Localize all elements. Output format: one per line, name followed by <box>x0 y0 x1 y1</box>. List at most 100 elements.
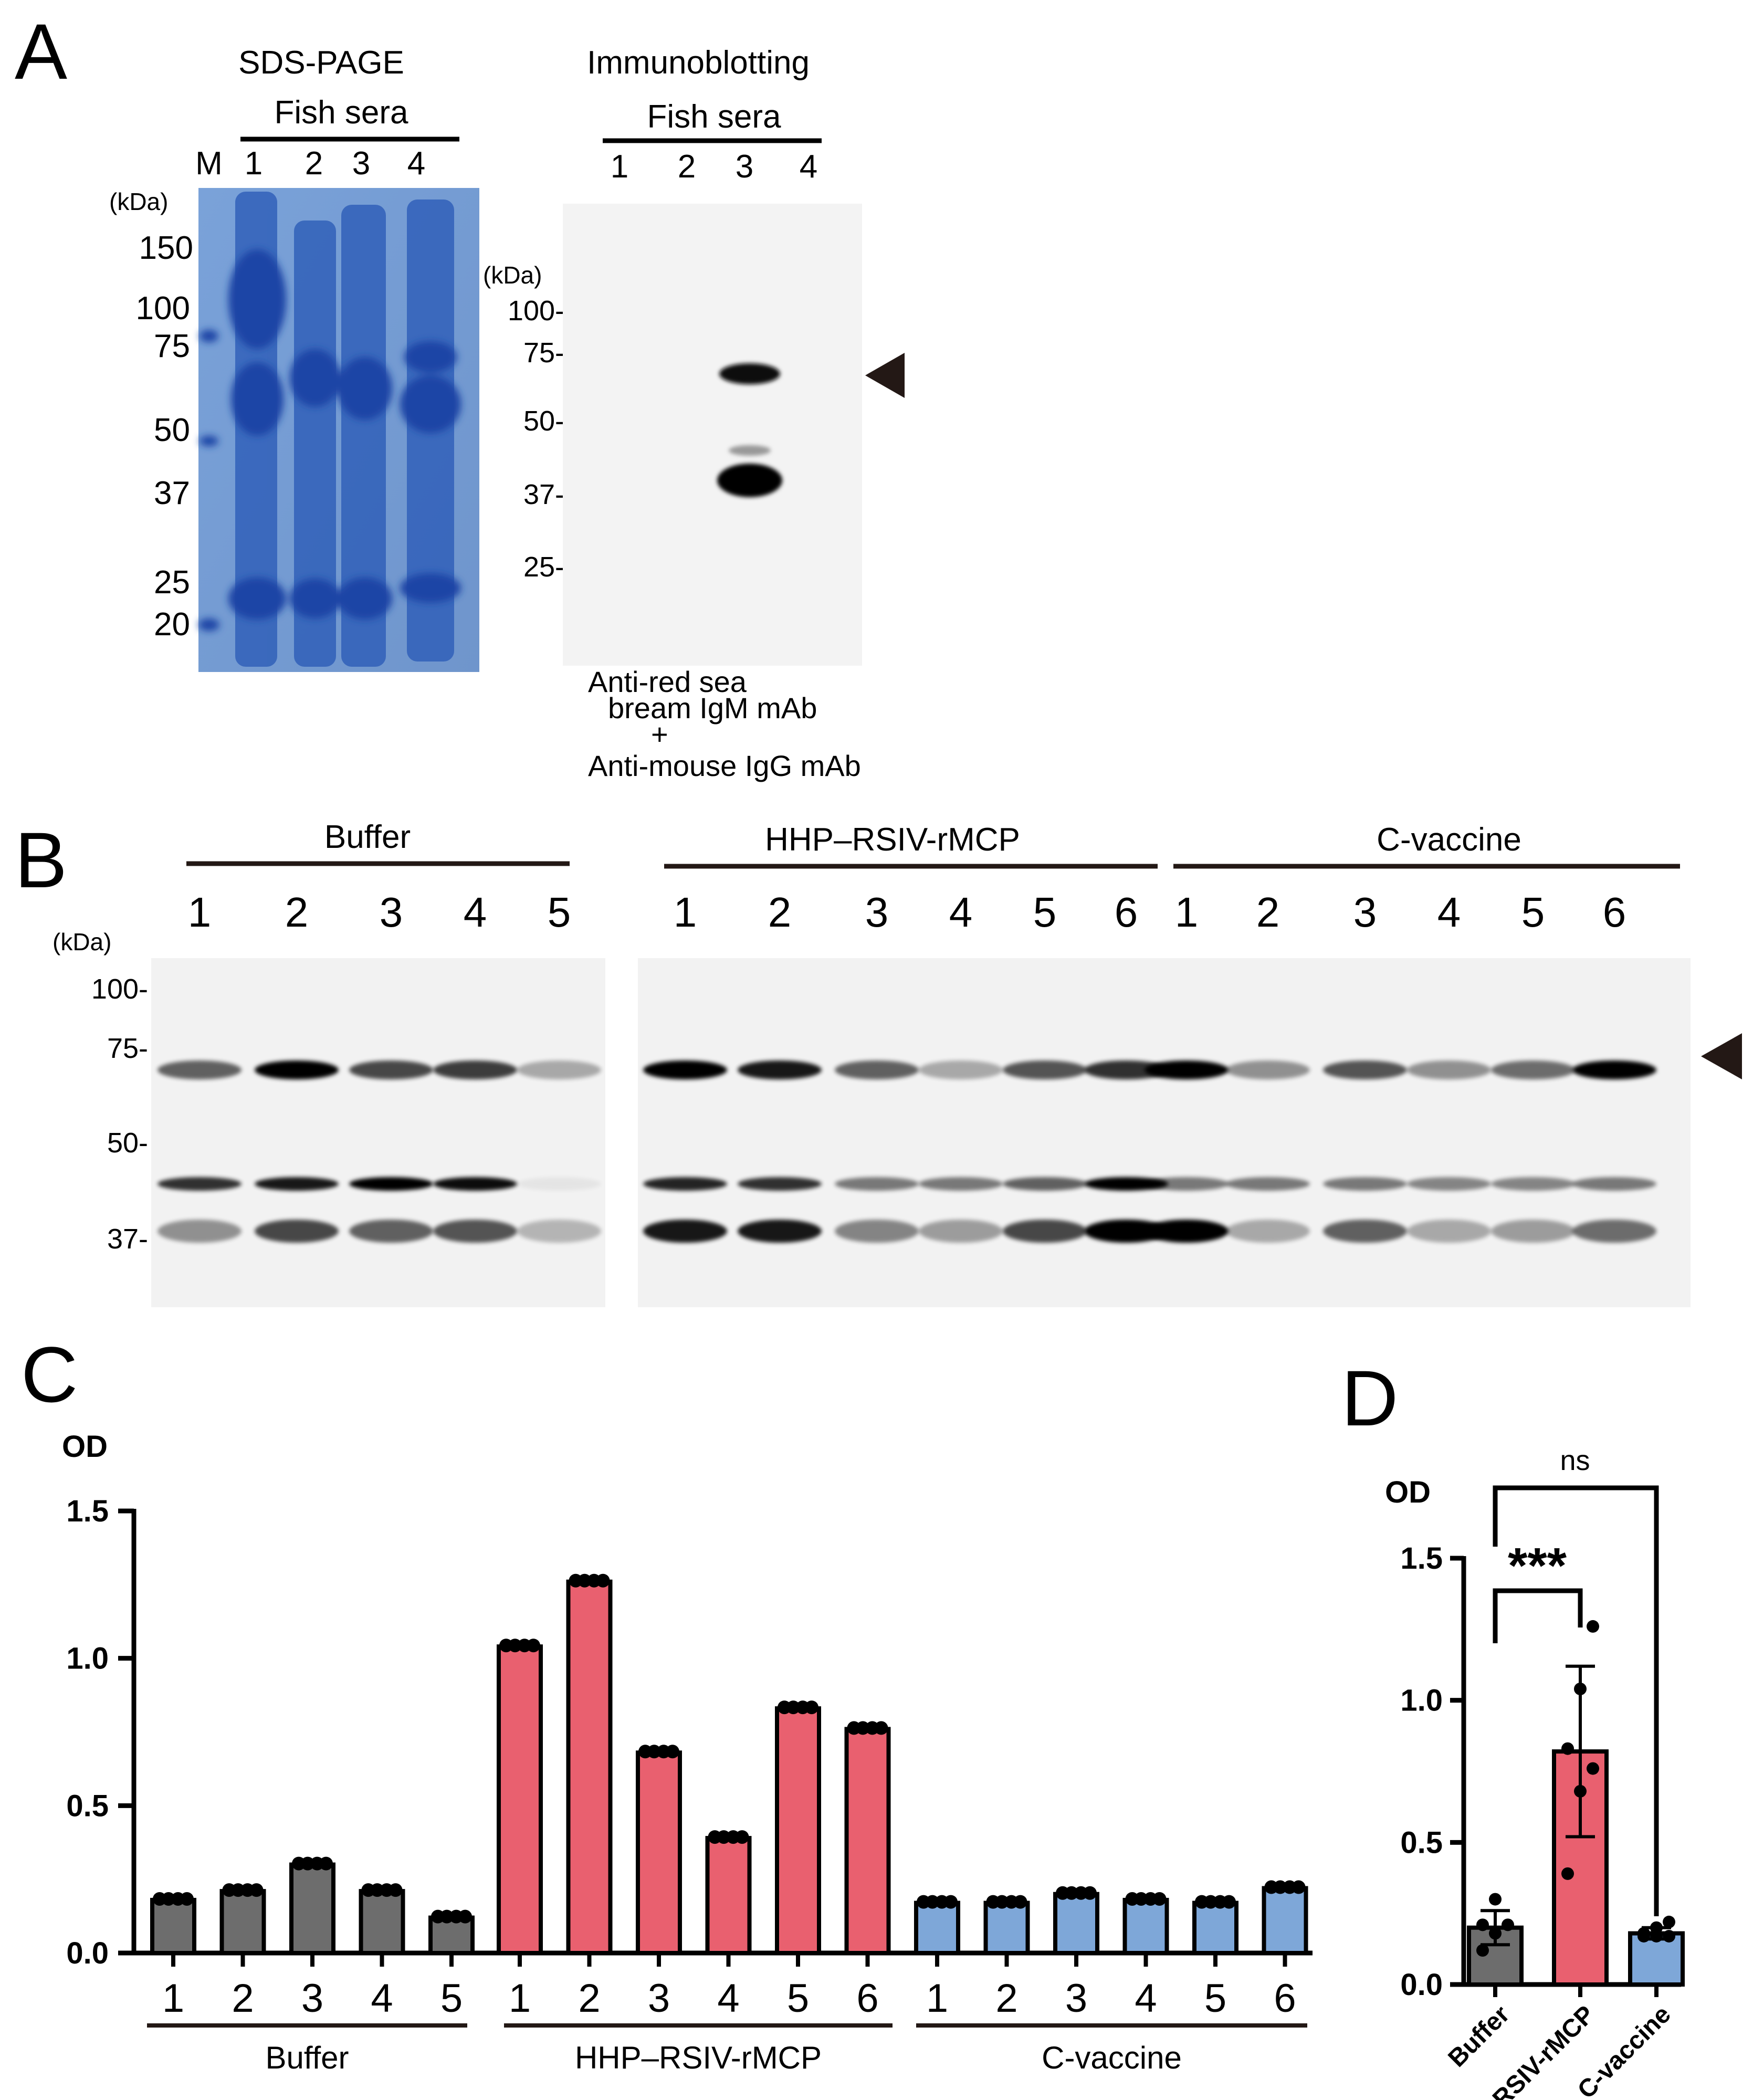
ib-marker-labels: 100- 75- 50- 37- 25- <box>508 295 564 583</box>
antibody-line: Anti-red sea <box>588 665 747 698</box>
ib-marker-label: 37- <box>523 479 564 510</box>
c-data-point <box>666 1745 679 1759</box>
c-data-point <box>596 1573 610 1588</box>
c-bar <box>150 1897 196 1955</box>
blot-band <box>835 1177 919 1191</box>
blot-band <box>1323 1220 1407 1243</box>
blot-band <box>433 1177 517 1191</box>
b-group-cvaccine: C-vaccine <box>1377 822 1521 858</box>
sds-marker-labels: 150 100 75 50 37 25 20 <box>136 230 193 643</box>
b-lane-label: 3 <box>865 889 889 936</box>
b-lane-label: 1 <box>674 889 697 936</box>
blot-band <box>255 1060 339 1079</box>
d-data-point <box>1489 1927 1502 1940</box>
c-bar <box>914 1900 960 1955</box>
d-data-point <box>1663 1915 1675 1928</box>
d-data-point <box>1476 1918 1489 1931</box>
blot-band <box>643 1060 727 1079</box>
b-lane-label: 5 <box>1521 889 1545 936</box>
c-data-point <box>301 1856 314 1871</box>
blot-band <box>835 1060 919 1079</box>
blot-band <box>1572 1220 1656 1243</box>
d-significance-star: *** <box>1508 1538 1567 1594</box>
blot-band <box>1407 1060 1491 1079</box>
blot-band <box>1323 1177 1407 1191</box>
b-lane-label: 1 <box>188 889 212 936</box>
blot-band <box>1003 1177 1087 1191</box>
sds-marker-label: 37 <box>154 475 190 511</box>
sds-marker-label: 150 <box>139 230 193 266</box>
d-y-tick-label: 1.0 <box>1400 1684 1443 1718</box>
c-data-point <box>1273 1880 1287 1894</box>
c-x-tick-label: 6 <box>1274 1976 1296 2021</box>
blot-band <box>1407 1177 1491 1191</box>
b-lane-label: 3 <box>1353 889 1377 936</box>
blot-band <box>1491 1177 1575 1191</box>
c-bar <box>219 1889 266 1956</box>
c-data-point <box>874 1721 888 1735</box>
antibody-line: + <box>651 718 668 751</box>
ib-lane-labels: 1 2 3 4 <box>611 149 817 185</box>
ib-kda-unit: (kDa) <box>483 261 542 289</box>
blot-band <box>643 1220 727 1243</box>
sds-lane-label: 3 <box>352 145 370 182</box>
b-kda-unit: (kDa) <box>53 928 111 956</box>
blot-band <box>738 1177 822 1191</box>
c-data-point <box>578 1573 592 1588</box>
blot-band <box>1572 1060 1656 1079</box>
b-group-hhp: HHP–RSIV-rMCP <box>765 822 1020 858</box>
ib-marker-label: 50- <box>523 405 564 437</box>
c-bar <box>775 1706 821 1955</box>
c-group-label: HHP–RSIV-rMCP <box>575 2040 822 2075</box>
sds-lane-label: 4 <box>407 145 425 182</box>
sds-page-title: SDS-PAGE <box>238 45 404 81</box>
c-x-tick-label: 2 <box>232 1976 254 2021</box>
sds-marker-label: 50 <box>154 412 190 448</box>
d-bracket-ns <box>1493 1485 1659 1916</box>
ib-marker-label: 25- <box>523 551 564 583</box>
ib-antibody-label: Anti-red sea bream IgM mAb + Anti-mouse … <box>588 665 861 782</box>
blot-band <box>1226 1060 1310 1079</box>
c-group-label: Buffer <box>266 2040 349 2075</box>
blot-band <box>643 1177 727 1191</box>
b-arrowhead <box>1701 1033 1742 1079</box>
antibody-line: Anti-mouse IgG mAb <box>588 749 861 782</box>
c-data-point <box>458 1909 472 1924</box>
ib-title: Immunoblotting <box>587 45 810 81</box>
blot-band <box>919 1060 1003 1079</box>
ib-blot-image <box>563 204 862 666</box>
c-bar <box>566 1579 613 1955</box>
b-lane-label: 4 <box>1437 889 1461 936</box>
d-y-tick-label: 0.5 <box>1400 1825 1443 1860</box>
d-data-point <box>1574 1784 1587 1798</box>
blot-band <box>1491 1060 1575 1079</box>
c-data-point <box>735 1830 749 1844</box>
c-data-point <box>1013 1895 1027 1909</box>
b-lane-label: 2 <box>768 889 792 936</box>
b-lane-label: 5 <box>548 889 571 936</box>
c-data-point <box>508 1639 522 1653</box>
b-marker-label: 50- <box>107 1127 148 1159</box>
panel-letter-a: A <box>15 7 67 96</box>
b-marker-label: 75- <box>107 1033 148 1064</box>
c-y-tick-label: 0.0 <box>66 1936 109 1970</box>
blot-band <box>1572 1177 1656 1191</box>
c-data-point <box>786 1700 800 1715</box>
ib-lane-label: 4 <box>800 149 817 185</box>
b-lane-label: 1 <box>1175 889 1199 936</box>
c-data-point <box>717 1830 731 1844</box>
c-x-tick-label: 3 <box>1065 1976 1087 2021</box>
d-y-tick-label: 1.5 <box>1400 1541 1443 1576</box>
d-data-point <box>1561 1742 1574 1755</box>
blot-band <box>835 1220 919 1243</box>
c-data-point <box>1083 1886 1097 1900</box>
d-significance-ns: ns <box>1560 1445 1590 1476</box>
chart-d: OD0.00.51.01.5BufferHHP–RSIV-rMCPC-vacci… <box>1385 1445 1685 2100</box>
c-x-tick-label: 2 <box>578 1976 600 2021</box>
blot-band <box>255 1177 339 1191</box>
blot-band <box>919 1177 1003 1191</box>
b-group-buffer: Buffer <box>324 819 411 855</box>
c-bar <box>1192 1900 1238 1955</box>
chart-c: OD 0.0 0.5 1.0 1.5 1 2 3 4 5 1 2 3 4 5 6 1 2 3 4 5 6 Buffer HHP… <box>62 1430 1313 2075</box>
